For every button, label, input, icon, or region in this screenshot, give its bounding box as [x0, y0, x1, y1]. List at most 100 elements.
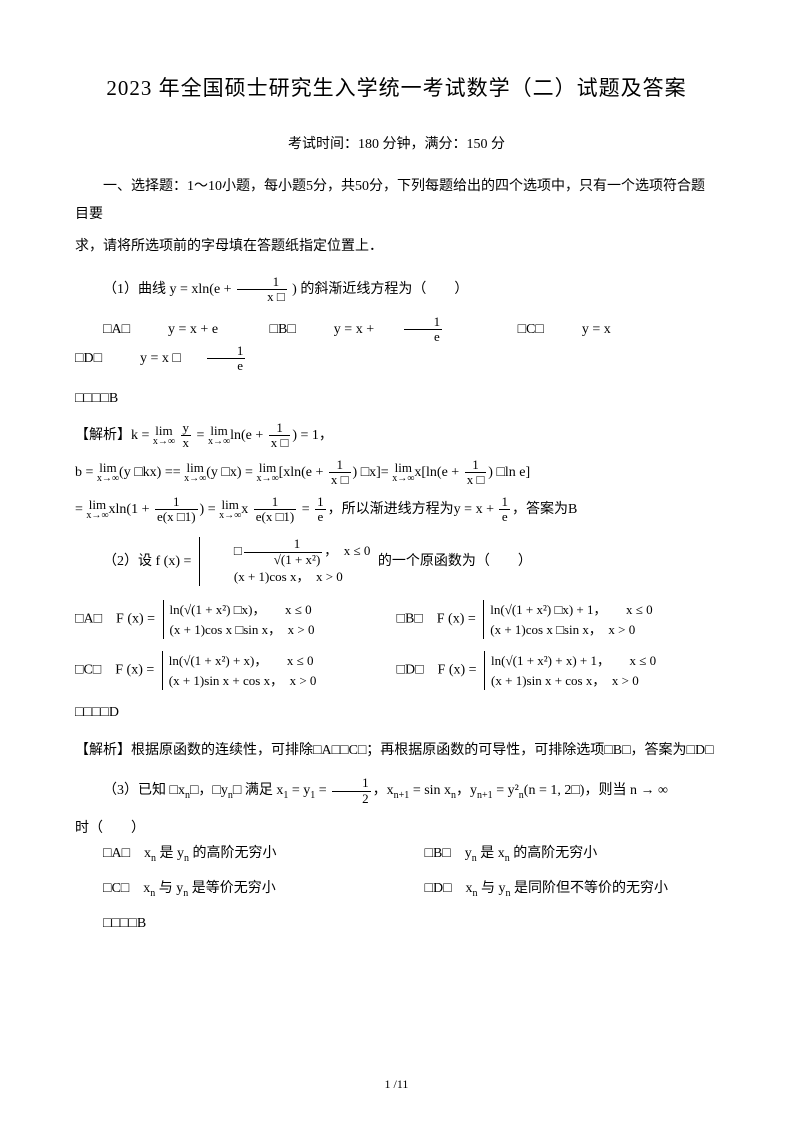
- q1-frac-num: 1: [237, 275, 287, 290]
- piece-bot: (x + 1)sin x + cos x， x > 0: [169, 671, 317, 691]
- frac-num: 1: [332, 776, 371, 791]
- q2-stem: （2）设 f (x) = □1√(1 + x²)， x ≤ 0 (x + 1)c…: [75, 535, 718, 588]
- cond: ， x ≤ 0: [324, 543, 370, 558]
- q2-optD: □D□ F (x) = ln(√(1 + x²) + x) + 1， x ≤ 0…: [397, 649, 719, 692]
- lim-sub: x→∞: [256, 474, 278, 484]
- frac-num: 1: [244, 537, 323, 552]
- lim-sub: x→∞: [219, 511, 241, 521]
- q3-optB: □B□ yn 是 xn 的高阶无穷小: [397, 841, 719, 868]
- q1-anal-l2d: [xln(e +: [279, 465, 327, 480]
- frac-num: 1: [155, 495, 198, 510]
- q3-options-row1: □A□ xn 是 yn 的高阶无穷小 □B□ yn 是 xn 的高阶无穷小: [75, 841, 718, 868]
- q2-optC: □C□ F (x) = ln(√(1 + x²) + x)， x ≤ 0 (x …: [75, 649, 397, 692]
- q1-frac-den: x □: [237, 290, 287, 304]
- frac: 1e: [315, 495, 326, 525]
- exam-info: 考试时间：180 分钟，满分：150 分: [75, 132, 718, 157]
- q2-answer: □□□□D: [75, 700, 718, 725]
- q1-analysis: 【解析】k = limx→∞ yx = limx→∞ln(e + 1x □) =…: [75, 421, 718, 525]
- q3-tail: 时（ ）: [75, 816, 718, 841]
- q1-anal-l1d: ) = 1，: [292, 428, 333, 443]
- q1-anal-l3: = limx→∞xln(1 + 1e(x □1)) = limx→∞x 1e(x…: [75, 495, 718, 526]
- q3-answer: □□□□B: [75, 911, 718, 936]
- piece: ln(√(1 + x²) □x) + 1， x ≤ 0 (x + 1)cos x…: [483, 600, 652, 639]
- frac: 1x □: [465, 458, 487, 488]
- q1-stem-suffix: ) 的斜渐近线方程为（ ）: [292, 282, 468, 297]
- q2-options-row2: □C□ F (x) = ln(√(1 + x²) + x)， x ≤ 0 (x …: [75, 649, 718, 692]
- q3-f: ，x: [373, 783, 394, 798]
- lim-text: lim: [86, 498, 108, 511]
- q3-h: ，y: [456, 783, 477, 798]
- lim-icon: limx→∞: [256, 461, 278, 484]
- q1-anal-l2: b = limx→∞(y □kx) == limx→∞(y □x) = limx…: [75, 458, 718, 489]
- lim-icon: limx→∞: [392, 461, 414, 484]
- piece-bot: (x + 1)cos x □sin x， x > 0: [170, 620, 315, 640]
- q2-piece-bot: (x + 1)cos x， x > 0: [206, 567, 371, 587]
- q1-anal-l2b: (y □kx) ==: [119, 465, 184, 480]
- frac-num: 1: [269, 421, 291, 436]
- q1-anal-l3b: xln(1 +: [109, 502, 153, 517]
- q2-optB-label: □B□: [397, 612, 423, 627]
- q1-anal-l2c: (y □x) =: [206, 465, 256, 480]
- q1-optB-frac: 1e: [404, 315, 467, 345]
- frac-den: 2: [332, 792, 371, 806]
- frac: 1e(x □1): [254, 495, 297, 525]
- sub: n: [183, 888, 188, 899]
- frac-den: √(1 + x²): [244, 553, 323, 567]
- q3-options-row2: □C□ xn 与 yn 是等价无穷小 □D□ xn 与 yn 是同阶但不等价的无…: [75, 876, 718, 903]
- F-eq: F (x) =: [116, 612, 159, 627]
- piece: ln(√(1 + x²) + x)， x ≤ 0 (x + 1)sin x + …: [162, 651, 317, 690]
- q3-optC-label: □C□: [103, 881, 129, 896]
- F-eq: F (x) =: [115, 663, 158, 678]
- q1-optD-frac: 1e: [207, 344, 270, 374]
- piece: ln(√(1 + x²) + x) + 1， x ≤ 0 (x + 1)sin …: [484, 651, 656, 690]
- lim-icon: limx→∞: [153, 424, 175, 447]
- q1-anal-label: 【解析】: [75, 428, 131, 443]
- lim-text: lim: [219, 498, 241, 511]
- q1-optD: □D□ y = x □1e: [75, 351, 293, 366]
- q3-optC: □C□ xn 与 yn 是等价无穷小: [75, 876, 397, 903]
- page-title: 2023 年全国硕士研究生入学统一考试数学（二）试题及答案: [75, 70, 718, 108]
- q3-optB-label: □B□: [425, 846, 451, 861]
- q1-optC-text: y = x: [582, 322, 611, 337]
- q1-optD-pre: y = x □: [140, 351, 181, 366]
- piece-top: ln(√(1 + x²) + x) + 1， x ≤ 0: [491, 651, 656, 671]
- frac-num: 1: [254, 495, 297, 510]
- lim-sub: x→∞: [392, 474, 414, 484]
- frac-half: 12: [332, 776, 371, 806]
- q3-d: = y: [288, 783, 310, 798]
- frac-den: e: [499, 510, 510, 524]
- q1-anal-l2a: b =: [75, 465, 97, 480]
- q3-optA: □A□ xn 是 yn 的高阶无穷小: [75, 841, 397, 868]
- q1-anal-l1a: k =: [131, 428, 153, 443]
- q1-anal-l2g: ) □ln e]: [488, 465, 530, 480]
- q2-analysis: 【解析】根据原函数的连续性，可排除□A□□C□；再根据原函数的可导性，可排除选项…: [75, 736, 718, 767]
- q1-frac-1x: 1x □: [269, 421, 291, 451]
- q1-anal-l3d: x: [241, 502, 252, 517]
- q1-anal-l3f: ，所以渐进线方程为y = x +: [328, 502, 498, 517]
- q3-c: □ 满足 x: [233, 783, 283, 798]
- frac: 1√(1 + x²): [244, 537, 323, 567]
- frac-num: 1: [465, 458, 487, 473]
- q1-anal-l3c: ) =: [200, 502, 220, 517]
- q1-stem: （1）曲线 y = xln(e + 1 x □ ) 的斜渐近线方程为（ ）: [75, 275, 718, 305]
- q2-piece-top: □1√(1 + x²)， x ≤ 0: [206, 537, 371, 567]
- q1-answer: □□□□B: [75, 386, 718, 411]
- q1-anal-l2e: ) □x]=: [353, 465, 393, 480]
- q2-piecewise: □1√(1 + x²)， x ≤ 0 (x + 1)cos x， x > 0: [199, 537, 371, 586]
- frac-den: x: [181, 436, 192, 450]
- section-instructions-1: 一、选择题：1～10小题，每小题5分，共50分，下列每题给出的四个选项中，只有一…: [75, 173, 718, 229]
- lim-icon: limx→∞: [219, 498, 241, 521]
- q1-options: □A□ y = x + e □B□ y = x + 1e □C□ y = x □…: [75, 315, 718, 374]
- q1-optA-text: y = x + e: [168, 322, 218, 337]
- q1-anal-l3e: =: [298, 502, 313, 517]
- frac-den: x □: [329, 473, 351, 487]
- q2-stem-suffix: 的一个原函数为（ ）: [378, 554, 532, 569]
- q3-e: =: [315, 783, 330, 798]
- sub: n: [150, 888, 155, 899]
- frac-num: 1: [499, 495, 510, 510]
- sub: n: [473, 888, 478, 899]
- lim-icon: limx→∞: [184, 461, 206, 484]
- F-eq: F (x) =: [437, 612, 480, 627]
- frac-den: e(x □1): [254, 510, 297, 524]
- frac: 1e: [499, 495, 510, 525]
